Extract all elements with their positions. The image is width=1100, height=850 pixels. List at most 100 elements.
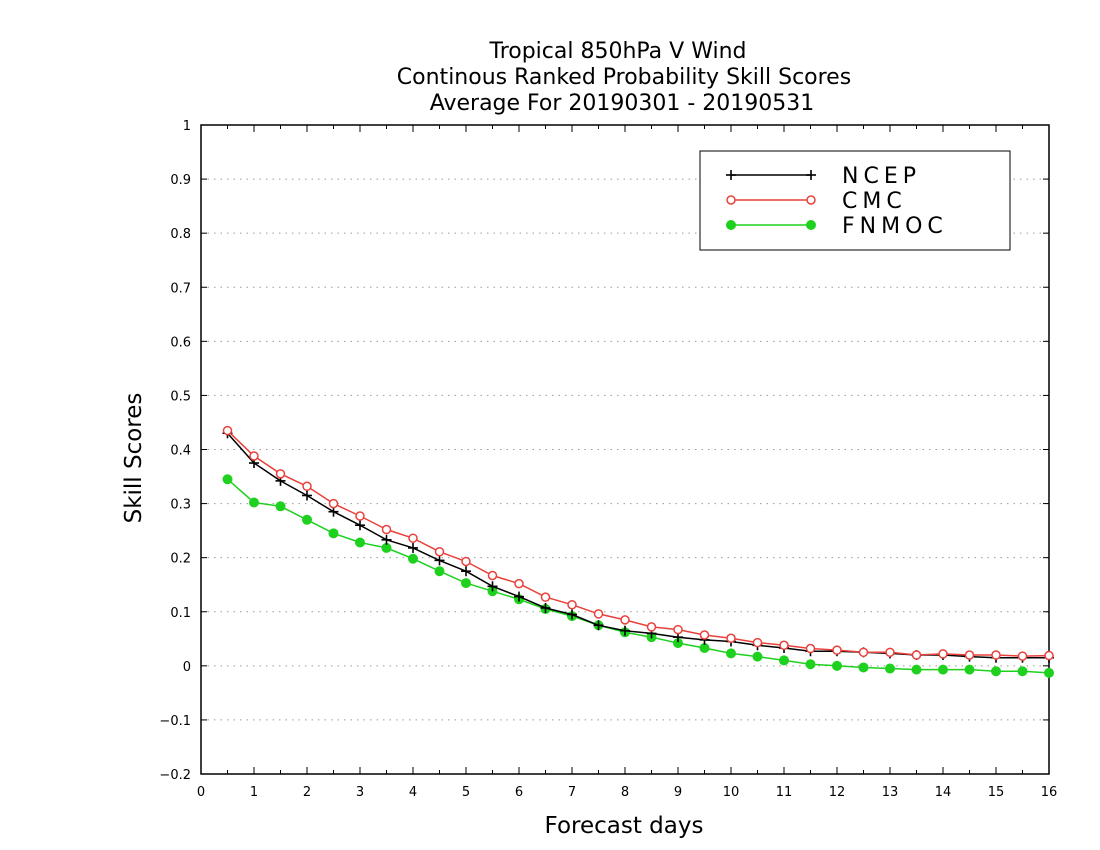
y-tick-label: 0.1	[170, 606, 191, 621]
data-point-ncep	[381, 534, 392, 545]
data-point-fnmoc	[1017, 666, 1028, 677]
title-line-3: Average For 20190301 - 20190531	[430, 91, 815, 116]
data-point-cmc	[1044, 650, 1054, 661]
legend-marker-cmc	[806, 195, 816, 205]
data-point-cmc	[381, 524, 392, 535]
data-point-fnmoc	[779, 655, 789, 666]
legend-label-fnmoc: FNMOC	[842, 214, 948, 239]
legend-label-ncep: NCEP	[842, 164, 921, 189]
data-point-fnmoc	[355, 537, 365, 548]
y-tick-label: −0.2	[159, 768, 191, 783]
data-point-fnmoc	[328, 528, 339, 539]
x-tick-label: 16	[1041, 785, 1058, 800]
data-point-cmc	[567, 599, 577, 610]
x-tick-label: 15	[988, 785, 1005, 800]
legend-marker-ncep	[726, 170, 736, 180]
y-tick-label: 0	[183, 660, 191, 675]
y-tick-label: 1	[183, 119, 191, 134]
data-point-fnmoc	[805, 659, 816, 670]
series-layer	[222, 425, 1054, 678]
y-tick-label: 0.2	[170, 552, 191, 567]
data-point-fnmoc	[275, 501, 286, 512]
data-point-cmc	[832, 645, 842, 655]
data-point-ncep	[434, 555, 445, 566]
data-point-ncep	[514, 591, 524, 602]
data-point-cmc	[805, 643, 816, 654]
data-point-fnmoc	[938, 664, 948, 675]
plot-frame	[200, 124, 1050, 775]
x-tick-label: 9	[674, 785, 682, 800]
data-point-cmc	[699, 630, 710, 640]
data-point-cmc	[858, 647, 869, 658]
data-point-cmc	[964, 650, 975, 660]
legend-marker-cmc	[726, 195, 736, 205]
x-tick-label: 13	[882, 785, 899, 800]
legend-marker-ncep	[806, 170, 816, 180]
x-tick-label: 8	[621, 785, 629, 800]
legend-marker-fnmoc	[726, 220, 736, 230]
x-tick-label: 6	[515, 785, 523, 800]
y-axis-label: Skill Scores	[121, 393, 147, 524]
title-line-1: Tropical 850hPa V Wind	[488, 39, 746, 64]
series-ncep	[222, 428, 1054, 663]
data-point-ncep	[355, 520, 365, 531]
x-tick-label: 2	[303, 785, 311, 800]
data-point-ncep	[567, 609, 577, 620]
legend-item-ncep: NCEP	[726, 164, 921, 189]
data-point-fnmoc	[249, 497, 259, 508]
data-point-cmc	[726, 633, 736, 644]
x-tick-label: 4	[409, 785, 417, 800]
data-point-cmc	[646, 622, 657, 632]
data-point-cmc	[514, 578, 524, 589]
x-tick-label: 11	[776, 785, 793, 800]
x-tick-label: 7	[568, 785, 576, 800]
data-point-cmc	[885, 647, 895, 658]
x-tick-label: 10	[723, 785, 740, 800]
y-tick-label: 0.9	[170, 173, 191, 188]
x-tick-label: 0	[197, 785, 205, 800]
data-point-ncep	[302, 490, 312, 501]
x-tick-label: 12	[829, 785, 846, 800]
data-point-fnmoc	[726, 648, 736, 659]
data-point-fnmoc	[885, 663, 895, 674]
data-point-fnmoc	[832, 660, 842, 671]
data-point-cmc	[222, 425, 233, 436]
y-tick-label: 0.4	[170, 444, 191, 459]
data-point-ncep	[408, 542, 418, 553]
y-tick-label: 0.6	[170, 335, 191, 350]
data-point-cmc	[487, 570, 498, 581]
data-point-cmc	[991, 650, 1001, 660]
data-point-fnmoc	[964, 664, 975, 675]
data-point-fnmoc	[1044, 667, 1054, 678]
data-point-fnmoc	[434, 566, 445, 577]
chart-title: Tropical 850hPa V Wind Continous Ranked …	[397, 39, 851, 116]
data-point-fnmoc	[858, 662, 869, 673]
series-line-fnmoc	[227, 478, 1050, 674]
data-point-fnmoc	[302, 514, 312, 525]
data-point-cmc	[461, 556, 471, 567]
x-tick-label: 14	[935, 785, 952, 800]
data-point-fnmoc	[911, 664, 922, 675]
y-tick-label: 0.7	[170, 281, 191, 296]
data-point-cmc	[620, 615, 630, 625]
title-line-2: Continous Ranked Probability Skill Score…	[397, 65, 851, 90]
y-tick-label: 0.5	[170, 389, 191, 404]
data-point-fnmoc	[991, 666, 1001, 677]
data-point-ncep	[593, 620, 604, 631]
data-point-cmc	[938, 649, 948, 659]
grid-lines	[201, 178, 1049, 721]
legend-item-cmc: CMC	[726, 189, 902, 214]
legend-item-fnmoc: FNMOC	[726, 214, 948, 239]
series-cmc	[222, 425, 1054, 661]
legend-marker-fnmoc	[806, 220, 816, 230]
x-tick-label: 3	[356, 785, 364, 800]
data-point-ncep	[540, 602, 551, 613]
y-tick-label: 0.8	[170, 227, 191, 242]
data-point-fnmoc	[408, 553, 418, 564]
data-point-cmc	[434, 546, 445, 557]
data-point-cmc	[355, 511, 365, 521]
data-point-fnmoc	[752, 651, 763, 662]
